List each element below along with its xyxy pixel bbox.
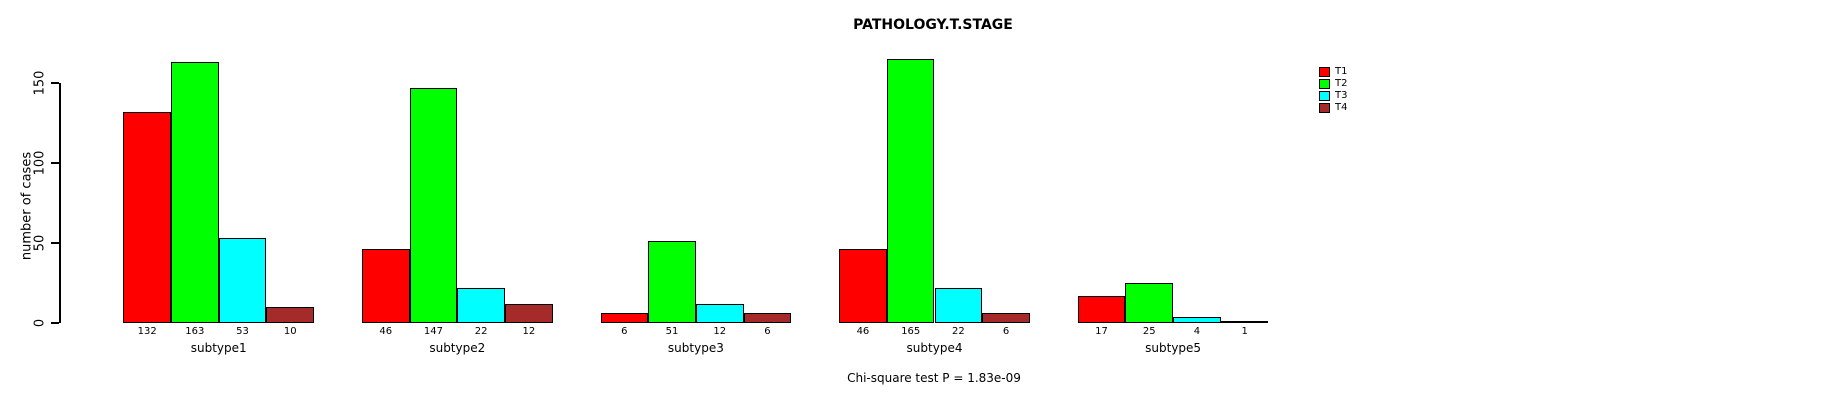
bar-subtype5-T4 <box>1220 321 1269 324</box>
legend-swatch-icon <box>1319 67 1330 77</box>
bar-subtype5-T1 <box>1077 295 1126 323</box>
bar-value-label: 53 <box>236 326 249 337</box>
bar-subtype4-T2 <box>886 59 935 323</box>
bar-value-label: 163 <box>185 326 205 337</box>
bar-value-label: 6 <box>621 326 628 337</box>
group-label-subtype3: subtype3 <box>667 341 724 355</box>
bar-subtype3-T1 <box>600 313 649 323</box>
group-label-subtype2: subtype2 <box>429 341 486 355</box>
bar-value-label: 17 <box>1095 326 1108 337</box>
bar-value-label: 132 <box>137 326 157 337</box>
y-axis-line <box>59 83 61 323</box>
y-tick-mark <box>51 162 59 164</box>
group-label-subtype1: subtype1 <box>190 341 247 355</box>
bar-value-label: 6 <box>764 326 771 337</box>
y-tick-label: 0 <box>32 318 48 328</box>
legend: T1 T2 T3 T4 <box>1319 66 1347 114</box>
y-tick-mark <box>51 82 59 84</box>
bar-value-label: 1 <box>1241 326 1248 337</box>
y-tick-label: 150 <box>32 70 48 96</box>
bar-value-label: 46 <box>379 326 393 337</box>
bar-subtype3-T2 <box>648 241 696 323</box>
legend-label: T3 <box>1335 90 1348 101</box>
bar-subtype3-T4 <box>743 313 792 323</box>
legend-swatch-icon <box>1319 103 1330 113</box>
legend-label: T2 <box>1335 78 1348 89</box>
bar-subtype3-T3 <box>695 303 744 323</box>
group-label-subtype4: subtype4 <box>906 341 963 355</box>
legend-swatch-icon <box>1319 91 1330 101</box>
legend-item-T1: T1 <box>1319 66 1347 78</box>
bar-value-label: 51 <box>665 326 679 337</box>
bar-value-label: 25 <box>1142 326 1156 337</box>
legend-swatch-icon <box>1319 79 1330 89</box>
y-tick-mark <box>51 242 59 244</box>
bar-subtype4-T1 <box>839 249 887 323</box>
chart-title: PATHOLOGY.T.STAGE <box>853 17 1013 33</box>
bar-value-label: 10 <box>283 326 297 337</box>
bar-value-label: 22 <box>951 326 965 337</box>
bar-value-label: 12 <box>522 326 536 337</box>
bar-subtype2-T1 <box>361 249 410 323</box>
bar-subtype2-T2 <box>409 87 458 323</box>
bar-subtype1-T2 <box>171 62 219 323</box>
y-tick-label: 50 <box>32 234 48 252</box>
chart-annotation: Chi-square test P = 1.83e-09 <box>847 371 1021 385</box>
group-label-subtype5: subtype5 <box>1145 341 1202 355</box>
legend-item-T4: T4 <box>1319 102 1347 114</box>
bar-subtype2-T4 <box>505 303 553 323</box>
bar-subtype2-T3 <box>457 287 505 323</box>
y-tick-label: 100 <box>32 150 48 176</box>
bar-value-label: 22 <box>474 326 488 337</box>
bar-value-label: 4 <box>1193 326 1201 337</box>
bar-value-label: 165 <box>901 326 921 337</box>
bar-subtype1-T3 <box>218 238 267 323</box>
legend-label: T4 <box>1335 102 1348 113</box>
bar-value-label: 46 <box>856 326 870 337</box>
bar-subtype5-T3 <box>1173 316 1221 323</box>
legend-label: T1 <box>1335 66 1348 77</box>
bar-value-label: 12 <box>713 326 727 337</box>
bar-subtype1-T1 <box>123 111 171 323</box>
bar-value-label: 147 <box>423 326 443 337</box>
legend-item-T2: T2 <box>1319 78 1347 90</box>
bar-subtype5-T2 <box>1125 283 1174 323</box>
bar-value-label: 6 <box>1002 326 1010 337</box>
bar-subtype4-T3 <box>934 287 983 323</box>
y-tick-mark <box>51 322 59 324</box>
bar-subtype1-T4 <box>266 307 315 323</box>
bar-subtype4-T4 <box>982 313 1030 323</box>
legend-item-T3: T3 <box>1319 90 1347 102</box>
